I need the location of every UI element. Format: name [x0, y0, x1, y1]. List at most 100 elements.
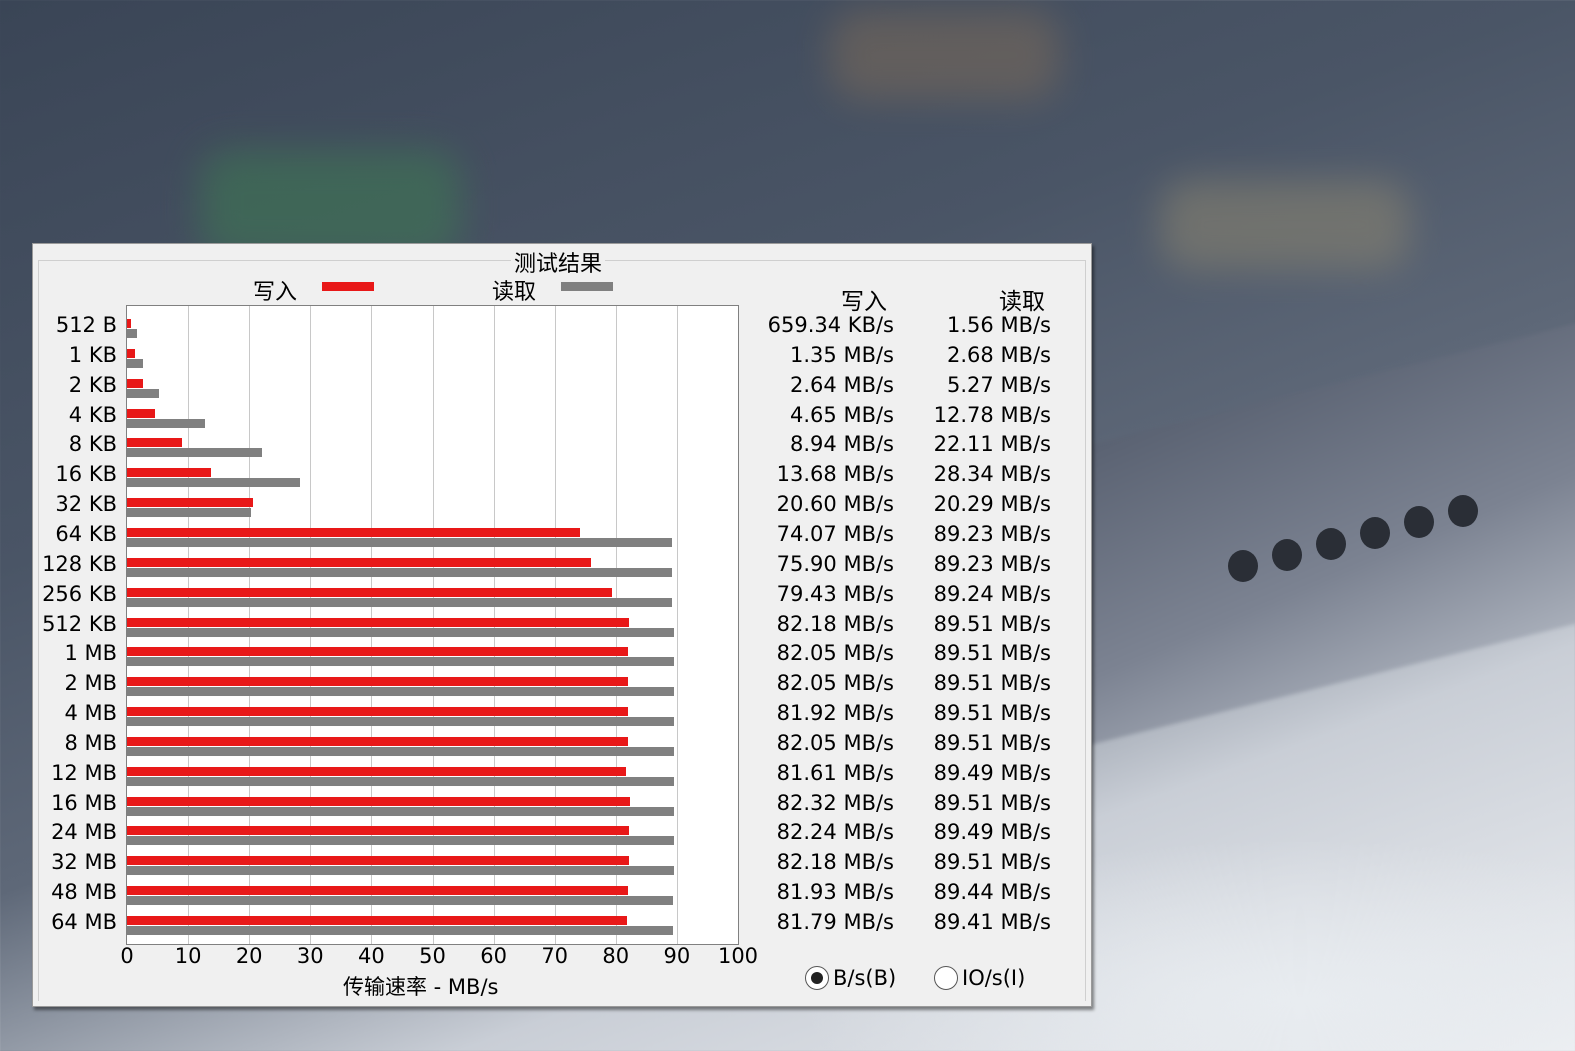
x-tick-label: 10 — [174, 944, 202, 968]
write-bar — [127, 319, 131, 328]
read-bar — [127, 567, 673, 577]
block-size-label: 2 KB — [68, 372, 117, 397]
read-value: 89.23 MB/s — [933, 551, 1051, 576]
write-bar — [127, 527, 580, 537]
block-size-label: 1 MB — [64, 641, 117, 666]
write-value: 81.92 MB/s — [776, 701, 894, 726]
read-bar — [127, 388, 160, 398]
read-value: 28.34 MB/s — [933, 462, 1051, 487]
plot-area — [126, 305, 739, 945]
read-bar — [127, 329, 137, 338]
read-value: 89.41 MB/s — [933, 910, 1051, 934]
write-bar — [127, 916, 627, 925]
block-size-label: 8 KB — [68, 432, 117, 457]
write-bar — [127, 587, 613, 597]
write-value: 4.65 MB/s — [790, 402, 894, 427]
write-bar — [127, 826, 630, 836]
block-size-label: 16 MB — [51, 790, 117, 815]
write-bar — [127, 886, 628, 896]
write-bar — [127, 856, 630, 866]
write-value: 82.05 MB/s — [776, 641, 894, 666]
x-tick-label: 30 — [296, 944, 324, 968]
radio-io-label: IO/s(I) — [962, 966, 1026, 990]
write-bar — [127, 408, 156, 418]
block-size-label: 4 MB — [64, 701, 117, 726]
read-bar — [127, 746, 674, 756]
write-bar — [127, 468, 211, 478]
legend-read-swatch — [561, 282, 613, 291]
write-value: 1.35 MB/s — [790, 342, 894, 367]
read-value: 2.68 MB/s — [947, 342, 1051, 367]
read-value: 5.27 MB/s — [947, 372, 1051, 397]
block-size-label: 16 KB — [55, 462, 117, 487]
radio-io-per-sec[interactable]: IO/s(I) — [934, 966, 1025, 990]
x-tick-label: 20 — [235, 944, 263, 968]
read-bar — [127, 508, 251, 518]
write-bar — [127, 766, 626, 776]
write-bar — [127, 498, 253, 508]
write-value: 82.18 MB/s — [776, 611, 894, 636]
read-column-header: 读取 — [999, 289, 1045, 315]
write-value: 8.94 MB/s — [790, 432, 894, 457]
x-axis-label: 传输速率 - MB/s — [343, 975, 499, 999]
write-column-header: 写入 — [841, 289, 887, 315]
radio-selected-icon[interactable] — [805, 966, 829, 990]
write-value: 82.24 MB/s — [776, 820, 894, 845]
read-value: 89.51 MB/s — [933, 641, 1051, 666]
block-size-label: 32 MB — [51, 850, 117, 875]
write-value: 20.60 MB/s — [776, 492, 894, 517]
read-bar — [127, 478, 301, 488]
read-bar — [127, 836, 674, 846]
background-photo-blur — [1160, 180, 1410, 270]
read-bar — [127, 358, 144, 368]
read-bar — [127, 806, 674, 816]
write-value: 82.05 MB/s — [776, 730, 894, 755]
read-bar — [127, 717, 674, 727]
write-bar — [127, 796, 630, 806]
x-tick-label: 80 — [602, 944, 630, 968]
write-value: 82.32 MB/s — [776, 790, 894, 815]
write-value: 81.79 MB/s — [776, 910, 894, 934]
speaker-hole — [1316, 528, 1346, 560]
legend-write-swatch — [322, 282, 374, 291]
block-size-label: 512 KB — [42, 611, 117, 636]
write-bar — [127, 557, 591, 567]
write-bar — [127, 647, 629, 657]
benchmark-panel: 测试结果 写入 读取 512 B 1 KB 2 KB 4 KB 8 KB 16 KB 32 … — [32, 243, 1092, 1007]
write-value: 79.43 MB/s — [776, 581, 894, 606]
write-value: 75.90 MB/s — [776, 551, 894, 576]
speaker-hole — [1404, 506, 1434, 538]
block-size-label: 64 MB — [51, 910, 117, 934]
block-size-label: 48 MB — [51, 880, 117, 905]
write-bar — [127, 348, 136, 358]
read-value: 89.51 MB/s — [933, 850, 1051, 875]
x-tick-label: 0 — [120, 944, 134, 968]
group-title: 测试结果 — [511, 246, 606, 278]
read-bar — [127, 597, 673, 607]
read-value: 89.24 MB/s — [933, 581, 1051, 606]
read-bar — [127, 418, 206, 428]
x-tick-label: 60 — [480, 944, 507, 968]
x-tick-label: 90 — [663, 944, 691, 968]
read-value: 89.51 MB/s — [933, 730, 1051, 755]
read-value: 1.56 MB/s — [947, 313, 1051, 337]
read-value: 12.78 MB/s — [933, 402, 1051, 427]
x-tick-label: 40 — [358, 944, 385, 968]
legend-read-label: 读取 — [492, 280, 537, 305]
block-size-label: 32 KB — [55, 492, 117, 517]
radio-bytes-label: B/s(B) — [833, 966, 897, 990]
write-bar — [127, 736, 629, 746]
read-value: 89.49 MB/s — [933, 820, 1051, 845]
x-tick-label: 70 — [541, 944, 569, 968]
write-value: 82.05 MB/s — [776, 671, 894, 696]
read-value: 22.11 MB/s — [933, 432, 1051, 457]
read-bar — [127, 537, 673, 547]
write-bar — [127, 707, 628, 717]
radio-unselected-icon[interactable] — [934, 966, 958, 990]
read-value: 20.29 MB/s — [933, 492, 1051, 517]
write-value: 82.18 MB/s — [776, 850, 894, 875]
radio-bytes-per-sec[interactable]: B/s(B) — [805, 966, 896, 990]
block-size-label: 8 MB — [64, 730, 117, 755]
write-bar — [127, 378, 144, 388]
read-value: 89.51 MB/s — [933, 790, 1051, 815]
